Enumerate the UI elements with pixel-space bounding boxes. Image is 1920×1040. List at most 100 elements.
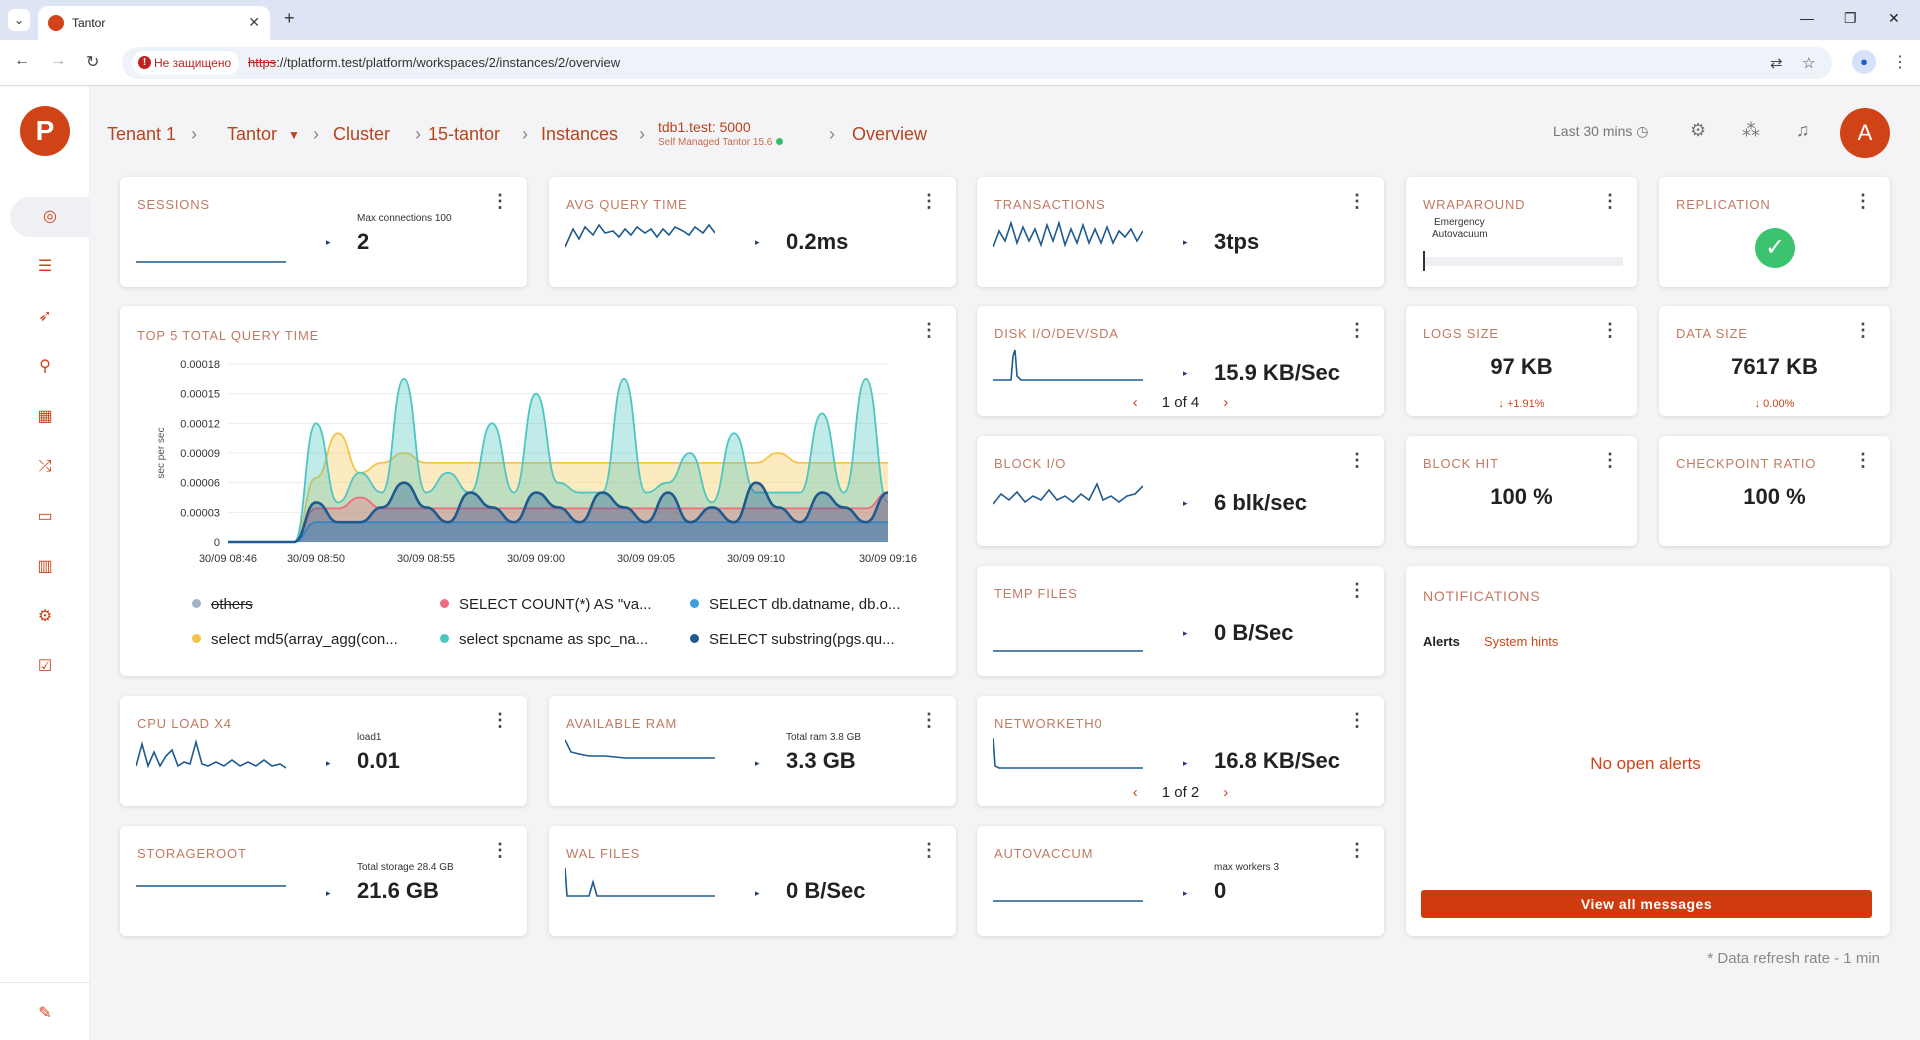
card-menu-icon[interactable]: ⋮ bbox=[1601, 191, 1619, 211]
pager-next-icon[interactable]: › bbox=[1223, 394, 1229, 411]
sidebar-rocket-icon[interactable]: ➶ bbox=[38, 308, 52, 325]
new-tab-button[interactable]: + bbox=[284, 8, 295, 28]
card-menu-icon[interactable]: ⋮ bbox=[491, 840, 509, 860]
pager-next-icon[interactable]: › bbox=[1223, 784, 1229, 801]
card-menu-icon[interactable]: ⋮ bbox=[1348, 320, 1366, 340]
bell-icon[interactable]: ♫ bbox=[1796, 120, 1810, 140]
pager-prev-icon[interactable]: ‹ bbox=[1132, 394, 1138, 411]
view-all-messages-button[interactable]: View all messages bbox=[1421, 890, 1872, 918]
window-close-icon[interactable]: ✕ bbox=[1888, 10, 1900, 26]
card-menu-icon[interactable]: ⋮ bbox=[1601, 320, 1619, 340]
user-avatar[interactable]: A bbox=[1840, 108, 1890, 158]
crumb-instances[interactable]: Instances bbox=[541, 124, 619, 144]
sidebar-inspect-icon[interactable]: ⚲ bbox=[39, 358, 51, 375]
card-menu-icon[interactable]: ⋮ bbox=[1854, 320, 1872, 340]
url-text[interactable]: https://tplatform.test/platform/workspac… bbox=[248, 55, 620, 70]
legend-item[interactable]: SELECT db.datname, db.o... bbox=[690, 596, 901, 613]
network-value: 16.8 KB/Sec bbox=[1214, 748, 1340, 773]
card-menu-icon[interactable]: ⋮ bbox=[920, 840, 938, 860]
disk-io-pager: ‹ 1 of 4 › bbox=[977, 394, 1384, 411]
card-menu-icon[interactable]: ⋮ bbox=[491, 191, 509, 211]
tantor-logo[interactable]: P bbox=[20, 106, 70, 156]
url-path: ://tplatform.test/platform/workspaces/2/… bbox=[276, 55, 621, 70]
arrow-icon: ▸ bbox=[755, 758, 760, 768]
legend-item[interactable]: SELECT substring(pgs.qu... bbox=[690, 631, 895, 648]
legend-dot-icon bbox=[440, 599, 449, 608]
crumb-cluster[interactable]: Cluster bbox=[333, 124, 391, 144]
minimize-icon[interactable]: — bbox=[1800, 10, 1814, 26]
arrow-icon: ▸ bbox=[1183, 758, 1188, 768]
sidebar-overview-icon[interactable]: ◎ bbox=[10, 197, 90, 237]
back-icon[interactable]: ← bbox=[14, 52, 30, 69]
card-menu-icon[interactable]: ⋮ bbox=[491, 710, 509, 730]
caret-down-icon[interactable]: ▼ bbox=[288, 128, 300, 142]
card-menu-icon[interactable]: ⋮ bbox=[920, 320, 938, 340]
card-menu-icon[interactable]: ⋮ bbox=[920, 191, 938, 211]
sidebar-gear-icon[interactable]: ⚙ bbox=[37, 608, 53, 625]
translate-icon[interactable]: ⇄ bbox=[1770, 55, 1783, 72]
legend-item[interactable]: SELECT COUNT(*) AS "va... bbox=[440, 596, 652, 613]
browser-tab[interactable]: Tantor ✕ bbox=[38, 6, 270, 40]
card-menu-icon[interactable]: ⋮ bbox=[1348, 191, 1366, 211]
legend-item[interactable]: select md5(array_agg(con... bbox=[192, 631, 398, 648]
x-tick-label: 30/09 09:10 bbox=[727, 553, 785, 565]
tab-alerts[interactable]: Alerts bbox=[1423, 634, 1460, 649]
refresh-rate-note: * Data refresh rate - 1 min bbox=[1707, 950, 1880, 967]
tab-close-icon[interactable]: ✕ bbox=[248, 14, 260, 30]
tab-list-button[interactable]: ⌄ bbox=[8, 9, 30, 31]
legend-item[interactable]: select spcname as spc_na... bbox=[440, 631, 648, 648]
topology-icon[interactable]: ⁂ bbox=[1742, 120, 1760, 140]
reload-icon[interactable]: ↻ bbox=[86, 54, 100, 71]
not-secure-badge[interactable]: Не защищено bbox=[132, 51, 240, 75]
cpu-load-card: CPU LOAD X4 ⋮ ▸ load1 0.01 bbox=[120, 696, 527, 806]
legend-label: select spcname as spc_na... bbox=[459, 631, 649, 648]
card-menu-icon[interactable]: ⋮ bbox=[1601, 450, 1619, 470]
sidebar-grid-icon[interactable]: ▦ bbox=[37, 408, 53, 425]
legend-label: SELECT db.datname, db.o... bbox=[709, 596, 901, 613]
profile-icon[interactable]: ● bbox=[1852, 50, 1876, 74]
crumb-15-tantor[interactable]: 15-tantor bbox=[428, 124, 501, 144]
sidebar-checklist-icon[interactable]: ☑ bbox=[37, 658, 53, 675]
sidebar-chart-icon[interactable]: ▥ bbox=[37, 558, 53, 575]
time-range-label: Last 30 mins bbox=[1553, 123, 1633, 139]
transactions-card: TRANSACTIONS ⋮ ▸ 3tps bbox=[977, 177, 1384, 287]
tab-system-hints[interactable]: System hints bbox=[1484, 634, 1559, 649]
sidebar-folders-icon[interactable]: ▭ bbox=[37, 508, 53, 525]
pager-prev-icon[interactable]: ‹ bbox=[1132, 784, 1138, 801]
card-menu-icon[interactable]: ⋮ bbox=[1348, 580, 1366, 600]
forward-icon[interactable]: → bbox=[50, 52, 66, 69]
card-menu-icon[interactable]: ⋮ bbox=[1348, 450, 1366, 470]
block-hit-card: BLOCK HIT ⋮ 100 % bbox=[1406, 436, 1637, 546]
card-menu-icon[interactable]: ⋮ bbox=[1348, 710, 1366, 730]
crumb-tenant[interactable]: Tenant 1 bbox=[107, 124, 177, 144]
sessions-value: 2 bbox=[357, 229, 370, 254]
omnibox[interactable]: Не защищено https://tplatform.test/platf… bbox=[122, 47, 1832, 79]
bookmark-star-icon[interactable]: ☆ bbox=[1802, 55, 1816, 72]
autovacuum-card: AUTOVACCUM ⋮ ▸ max workers 3 0 bbox=[977, 826, 1384, 936]
browser-menu-icon[interactable]: ⋮ bbox=[1892, 54, 1908, 71]
sidebar-settings-sliders-icon[interactable]: ☰ bbox=[37, 258, 53, 275]
card-menu-icon[interactable]: ⋮ bbox=[1854, 191, 1872, 211]
card-menu-icon[interactable]: ⋮ bbox=[920, 710, 938, 730]
block-io-sparkline bbox=[993, 482, 1143, 505]
y-axis-label: sec per sec bbox=[156, 427, 167, 478]
crumb-tantor[interactable]: Tantor bbox=[227, 124, 278, 144]
temp-files-sparkline bbox=[993, 650, 1143, 652]
restore-icon[interactable]: ❐ bbox=[1844, 10, 1857, 26]
card-menu-icon[interactable]: ⋮ bbox=[1348, 840, 1366, 860]
card-menu-icon[interactable]: ⋮ bbox=[1854, 450, 1872, 470]
card-title: AVG QUERY TIME bbox=[566, 197, 688, 212]
legend-item[interactable]: others bbox=[192, 596, 253, 613]
sidebar-shuffle-icon[interactable]: ⤮ bbox=[38, 458, 52, 475]
legend-dot-icon bbox=[690, 599, 699, 608]
card-title: STORAGEROOT bbox=[137, 846, 247, 861]
instance-name[interactable]: tdb1.test: 5000 bbox=[658, 119, 751, 135]
time-range-selector[interactable]: Last 30 mins ◷ bbox=[1553, 123, 1648, 140]
x-tick-label: 30/09 08:50 bbox=[287, 553, 345, 565]
wal-files-value: 0 B/Sec bbox=[786, 878, 866, 903]
x-tick-label: 30/09 08:55 bbox=[397, 553, 455, 565]
checkpoint-ratio-value: 100 % bbox=[1743, 484, 1806, 509]
sidebar-pin-icon[interactable]: ✎ bbox=[38, 1005, 52, 1022]
settings-gear-icon[interactable]: ⚙ bbox=[1690, 120, 1707, 140]
card-title: NETWORKETH0 bbox=[994, 716, 1103, 731]
